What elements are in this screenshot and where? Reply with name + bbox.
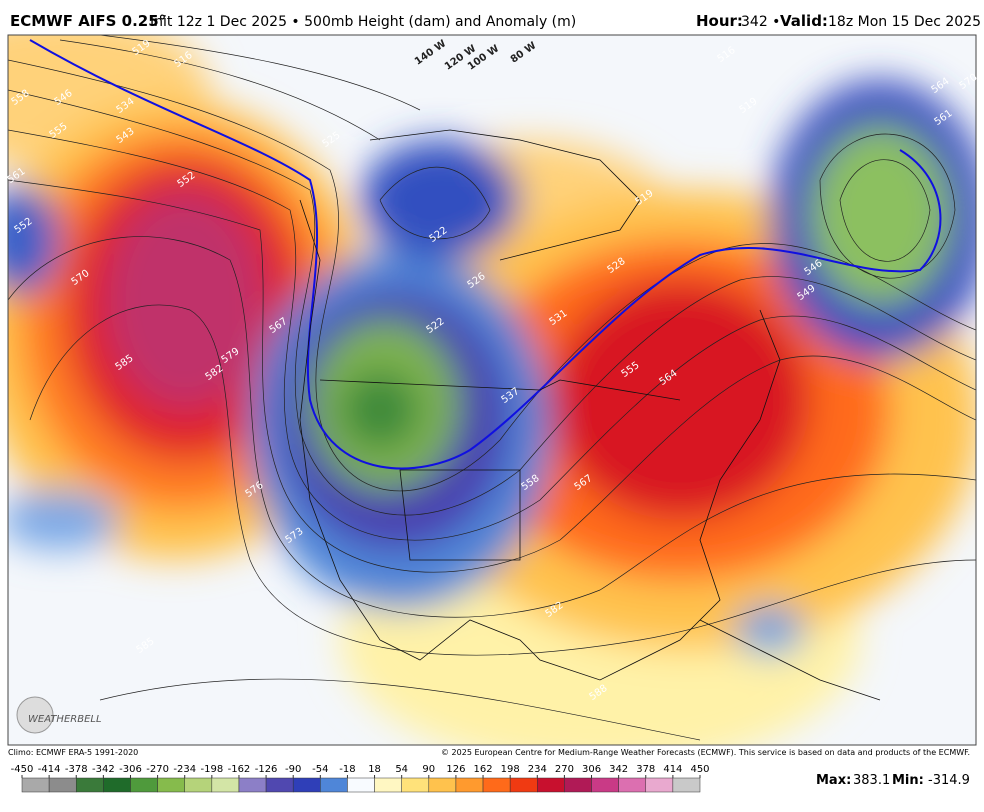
colorbar-cell [103,777,131,793]
colorbar-tick-label: -450 [11,764,34,775]
colorbar-tick-label: 414 [663,764,682,775]
colorbar-cell [428,777,457,793]
colorbar-tick-label: -306 [119,764,142,775]
colorbar-tick-label: -414 [38,764,61,775]
colorbar-cell [130,777,158,793]
colorbar-tick-label: -342 [92,764,115,775]
colorbar-cell [347,777,375,793]
colorbar-cell [537,777,565,793]
colorbar-tick-label: 306 [582,764,601,775]
min-value: -314.9 [928,773,970,788]
colorbar-tick-label: -162 [228,764,251,775]
subtitle: Init 12z 1 Dec 2025 • 500mb Height (dam)… [150,14,576,30]
max-label: Max: [816,773,851,788]
map-frame [7,34,977,746]
colorbar-cell [320,777,348,793]
colorbar-cell [75,777,104,793]
colorbar-tick-label: -234 [173,764,196,775]
colorbar-cell [564,777,592,793]
colorbar-tick-label: 54 [395,764,408,775]
colorbar-cell [618,777,647,793]
colorbar-tick-label: 342 [609,764,628,775]
colorbar-cell [211,777,240,793]
colorbar-tick-label: 18 [368,764,381,775]
colorbar-tick-label: -270 [146,764,169,775]
colorbar-tick-label: -18 [339,764,355,775]
valid-label: Valid: [780,12,828,30]
anomaly-field [8,35,976,745]
colorbar-cell [591,777,619,793]
map [8,35,976,745]
colorbar-tick-label: -54 [312,764,328,775]
colorbar-cell [157,777,185,793]
colorbar-tick-label: -90 [285,764,301,775]
colorbar-tick-label: 270 [555,764,574,775]
title: ECMWF AIFS 0.25° [10,12,166,30]
colorbar-cell [455,777,484,793]
colorbar-cell [292,777,321,793]
colorbar-cell [645,777,674,793]
min-label: Min: [892,773,924,788]
valid: 18z Mon 15 Dec 2025 [828,14,981,30]
hour: 342 • [741,14,780,30]
colorbar-cell [265,777,294,793]
colorbar-tick-label: 126 [446,764,465,775]
hour-label: Hour: [696,12,743,30]
colorbar-tick-label: 234 [528,764,547,775]
colorbar-cell [374,777,402,793]
colorbar-tick-label: -198 [200,764,223,775]
colorbar-tick-label: 450 [690,764,709,775]
colorbar-tick-label: -126 [255,764,278,775]
540-dam-contour [29,39,942,470]
colorbar-tick-label: 162 [473,764,492,775]
coastlines [299,129,881,701]
colorbar-tick-label: 90 [422,764,435,775]
colorbar-cell [401,777,430,793]
logo: WEATHERBELL [28,714,102,725]
max-value: 383.1 [853,773,890,788]
colorbar-cell [509,777,538,793]
climo-note: Climo: ECMWF ERA-5 1991-2020 [8,748,138,757]
colorbar-tick-label: -378 [65,764,88,775]
colorbar-tick-label: 378 [636,764,655,775]
colorbar: -450 -414 -378 -342 -306 -270 -234 -198 -162 -126… [11,764,710,793]
colorbar-cell [48,777,77,793]
colorbar-cell [21,777,50,793]
colorbar-cell [672,777,701,793]
colorbar-cell [238,777,267,793]
colorbar-cell [482,777,511,793]
colorbar-tick-label: 198 [501,764,520,775]
logo-icon [16,696,54,734]
colorbar-cell [184,777,213,793]
copyright: © 2025 European Centre for Medium-Range … [441,748,970,757]
height-contours [8,35,976,741]
